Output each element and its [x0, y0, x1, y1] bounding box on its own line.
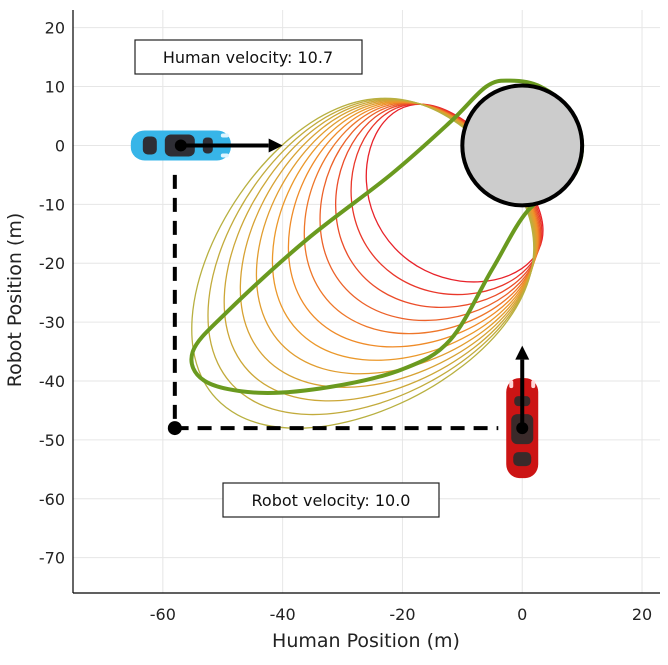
y-tick-labels: 20 10 0 -10 -20 -30 -40 -50 -60 -70: [39, 19, 65, 568]
human-velocity-arrowhead: [268, 138, 283, 153]
contour-line: [287, 101, 539, 348]
x-tick-label: 0: [517, 605, 527, 624]
x-tick-label: -60: [150, 605, 176, 624]
x-tick-label: -40: [270, 605, 296, 624]
y-tick-label: 20: [45, 19, 65, 38]
human-car-dot: [174, 139, 187, 152]
y-tick-label: 0: [55, 136, 65, 155]
y-axis-label: Robot Position (m): [4, 213, 26, 388]
y-tick-label: -10: [39, 195, 65, 214]
collision-zone: [460, 83, 585, 208]
x-tick-labels: -60 -40 -20 0 20: [150, 605, 652, 624]
robot-car-headlight-left: [509, 380, 514, 389]
y-tick-label: -40: [39, 372, 65, 391]
robot-car-dot: [516, 422, 529, 435]
contour-line: [255, 100, 538, 375]
path-corner-dot: [167, 421, 182, 436]
human-velocity-label: Human velocity: 10.7: [163, 48, 333, 67]
human-velocity-box: Human velocity: 10.7: [134, 39, 363, 75]
robot-velocity-arrowhead: [515, 345, 530, 360]
y-tick-label: -60: [39, 490, 65, 509]
y-tick-label: 10: [45, 78, 65, 97]
contour-line: [191, 97, 535, 429]
contour-line: [239, 99, 537, 388]
human-car-headlight-top: [220, 133, 229, 138]
x-axis-label: Human Position (m): [272, 630, 460, 652]
human-car-headlight-bottom: [220, 153, 229, 158]
x-tick-label: 20: [632, 605, 652, 624]
contour-line: [271, 101, 538, 361]
y-tick-label: -50: [39, 431, 65, 450]
robot-velocity-box: Robot velocity: 10.0: [222, 482, 440, 518]
human-car-rear-window: [142, 136, 157, 155]
y-tick-label: -20: [39, 254, 65, 273]
robot-car-rear-window: [513, 452, 532, 467]
robot-car-headlight-right: [531, 380, 536, 389]
robot-velocity-label: Robot velocity: 10.0: [252, 491, 411, 510]
reachability-contours: [191, 97, 544, 429]
y-tick-label: -30: [39, 313, 65, 332]
x-tick-label: -20: [389, 605, 415, 624]
y-tick-label: -70: [39, 549, 65, 568]
